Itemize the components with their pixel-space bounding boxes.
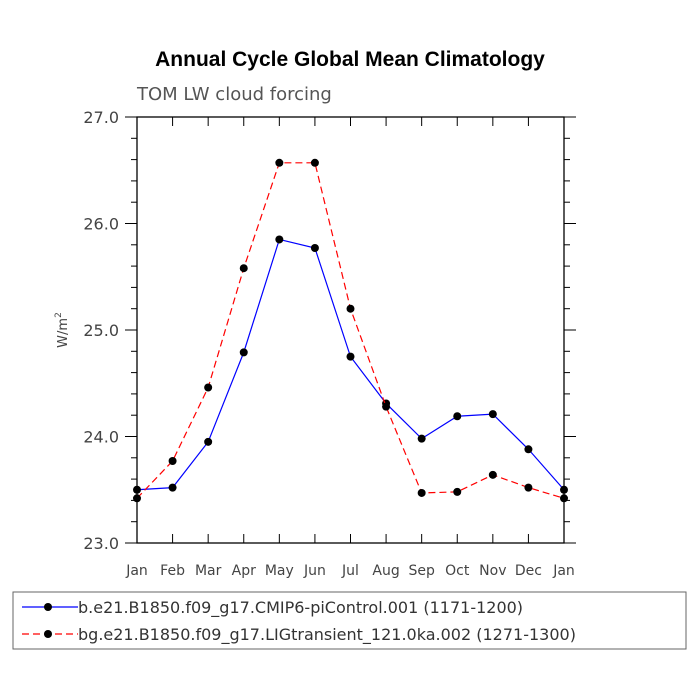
data-point: [417, 488, 426, 497]
x-tick-label: Dec: [515, 563, 542, 579]
axes: Jan Feb Mar Apr May Jun Jul Aug Sep Oct Nov Dec Jan 2…: [83, 108, 576, 579]
legend-label: bg.e21.B1850.f09_g17.LIGtransient_121.0k…: [78, 625, 576, 645]
data-point: [168, 456, 177, 465]
chart-subtitle: TOM LW cloud forcing: [136, 84, 332, 105]
data-point: [310, 243, 319, 252]
data-point: [204, 437, 213, 446]
data-point: [133, 494, 141, 503]
data-point: [488, 410, 497, 419]
data-point: [382, 402, 391, 411]
data-point: [453, 487, 462, 496]
series-layer: [133, 158, 568, 503]
series-line: [136, 162, 565, 499]
x-tick-label: Mar: [195, 563, 222, 579]
data-point: [346, 304, 355, 313]
legend-box: [12, 591, 687, 650]
data-point: [346, 352, 355, 361]
x-tick-label: Jan: [552, 563, 575, 579]
x-tick-label: Feb: [160, 563, 185, 579]
y-axis-label-text: W/m: [56, 318, 71, 348]
x-tick-label: Sep: [408, 563, 435, 579]
data-point: [133, 485, 141, 494]
legend-entry-2: bg.e21.B1850.f09_g17.LIGtransient_121.0k…: [22, 625, 576, 645]
data-point: [417, 434, 426, 443]
data-point: [275, 158, 284, 167]
data-point: [524, 483, 533, 492]
legend-label: b.e21.B1850.f09_g17.CMIP6-piControl.001 …: [78, 598, 523, 618]
series-1: [133, 235, 568, 494]
legend-marker: [44, 630, 52, 638]
y-tick-label: 24.0: [83, 428, 119, 447]
x-tick-label: May: [265, 563, 294, 579]
y-axis-label: W/m2: [54, 312, 71, 348]
legend: b.e21.B1850.f09_g17.CMIP6-piControl.001 …: [12, 591, 687, 650]
data-point: [168, 483, 177, 492]
series-2: [133, 158, 568, 503]
x-tick-label: Oct: [445, 563, 470, 579]
legend-entry-1: b.e21.B1850.f09_g17.CMIP6-piControl.001 …: [22, 598, 523, 618]
data-point: [560, 494, 568, 503]
data-point: [239, 348, 248, 357]
data-point: [204, 383, 213, 392]
series-line: [136, 238, 565, 491]
legend-entries: b.e21.B1850.f09_g17.CMIP6-piControl.001 …: [22, 598, 576, 645]
y-tick-label: 26.0: [83, 215, 119, 234]
legend-marker: [44, 603, 52, 611]
data-point: [239, 264, 248, 273]
y-tick-label: 25.0: [83, 321, 119, 340]
x-tick-label: Jan: [125, 563, 148, 579]
x-tick-label: Apr: [232, 563, 256, 579]
x-tick-label: Jul: [341, 563, 359, 579]
data-point: [560, 485, 568, 494]
y-tick-label: 27.0: [83, 108, 119, 127]
data-point: [524, 445, 533, 454]
chart-title: Annual Cycle Global Mean Climatology: [155, 48, 545, 71]
x-tick-label: Nov: [479, 563, 506, 579]
y-tick-label: 23.0: [83, 534, 119, 553]
x-tick-label: Jun: [303, 563, 326, 579]
data-point: [488, 470, 497, 479]
plot-frame: [136, 116, 565, 544]
data-point: [453, 412, 462, 421]
y-axis-label-superscript: 2: [54, 312, 64, 318]
x-tick-label: Aug: [372, 563, 399, 579]
data-point: [275, 235, 284, 244]
data-point: [310, 158, 319, 167]
